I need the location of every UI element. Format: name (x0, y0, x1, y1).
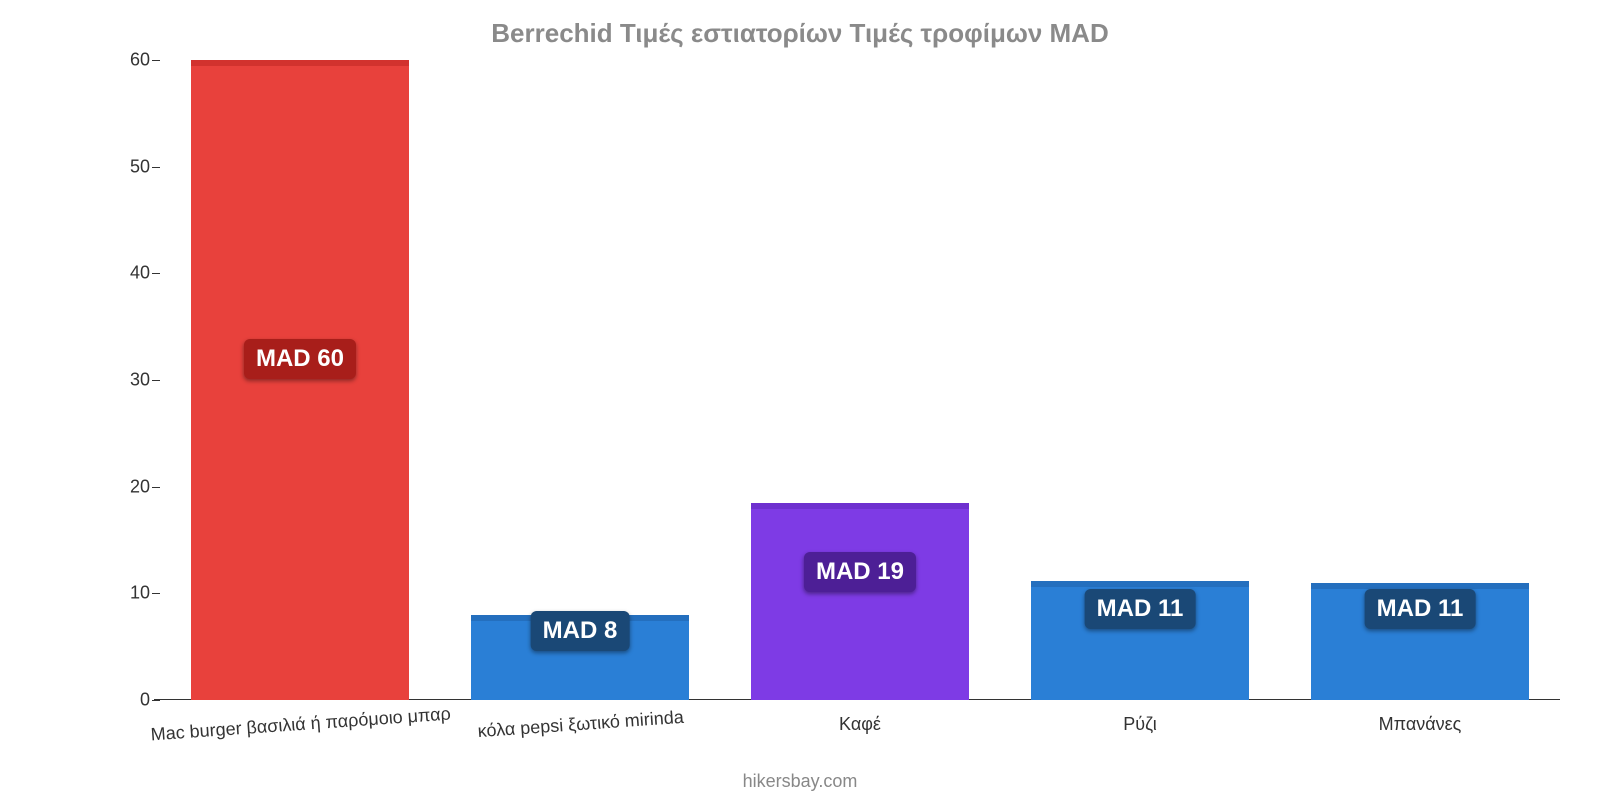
x-category-label: Καφέ (839, 714, 881, 735)
y-tick-label: 40 (110, 263, 150, 284)
bar-value-label: MAD 8 (531, 611, 630, 651)
x-category-label: Ρύζι (1123, 714, 1156, 735)
y-tick-mark (152, 593, 160, 594)
x-category-label: Μπανάνες (1379, 714, 1462, 735)
bar (191, 60, 409, 700)
chart-container: Berrechid Τιμές εστιατορίων Τιμές τροφίμ… (0, 0, 1600, 800)
y-tick-label: 10 (110, 583, 150, 604)
bar (751, 503, 969, 700)
y-tick-mark (152, 700, 160, 701)
y-tick-mark (152, 60, 160, 61)
x-category-label: Mac burger βασιλιά ή παρόμοιο μπαρ (150, 704, 451, 746)
y-tick-mark (152, 167, 160, 168)
y-tick-label: 20 (110, 476, 150, 497)
attribution-text: hikersbay.com (0, 771, 1600, 792)
bar-top-shadow (191, 60, 409, 66)
bar-value-label: MAD 11 (1085, 589, 1196, 629)
x-category-label: κόλα pepsi ξωτικό mirinda (477, 707, 684, 742)
bar-top-shadow (751, 503, 969, 509)
y-tick-label: 30 (110, 370, 150, 391)
y-tick-mark (152, 487, 160, 488)
bar-value-label: MAD 19 (804, 552, 916, 592)
chart-title: Berrechid Τιμές εστιατορίων Τιμές τροφίμ… (0, 18, 1600, 49)
y-tick-label: 0 (110, 690, 150, 711)
y-tick-mark (152, 273, 160, 274)
bar-value-label: MAD 60 (244, 339, 356, 379)
y-tick-label: 60 (110, 50, 150, 71)
y-tick-label: 50 (110, 156, 150, 177)
bar-value-label: MAD 11 (1365, 589, 1476, 629)
bar-top-shadow (1031, 581, 1249, 587)
bar-top-shadow (1311, 583, 1529, 589)
plot-area: 0102030405060MAD 60Mac burger βασιλιά ή … (160, 60, 1560, 700)
y-tick-mark (152, 380, 160, 381)
